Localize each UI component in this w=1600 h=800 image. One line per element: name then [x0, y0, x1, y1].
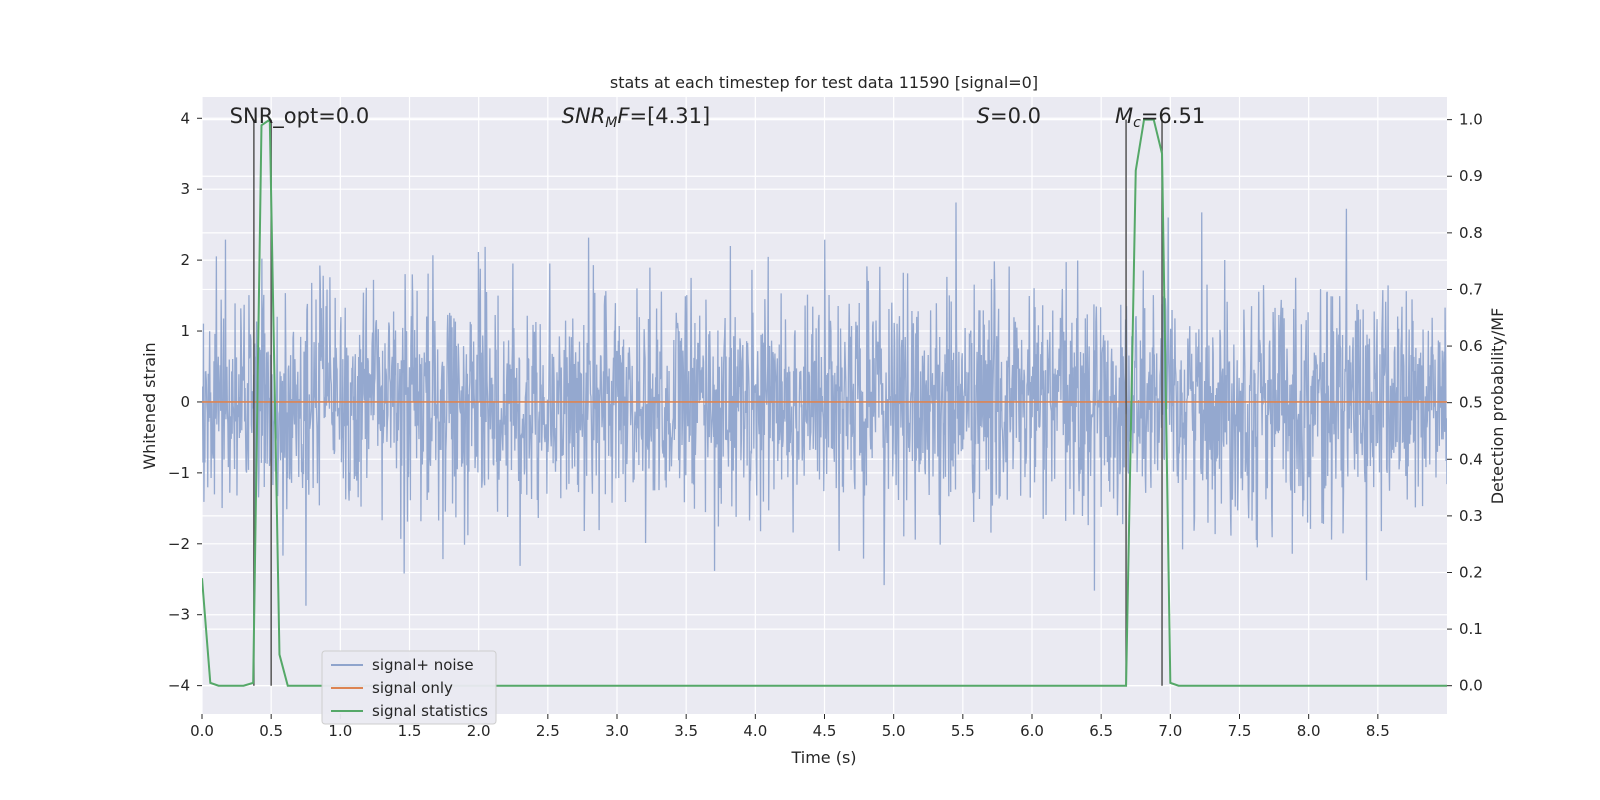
annotations: SNR_opt=0.0 SNRMF=[4.31] S=0.0 Mc=6.51 [230, 104, 1206, 131]
annotation-2: S=0.0 [977, 104, 1041, 128]
x-tick-label-15: 7.5 [1228, 722, 1252, 740]
legend-frame [321, 650, 497, 725]
y-right-tick-label-6: 0.4 [1459, 450, 1483, 468]
y-right-tick-label-10: 0.0 [1459, 677, 1483, 695]
y-left-tick-label-5: −1 [168, 464, 190, 482]
y-right-tick-label-8: 0.2 [1459, 563, 1483, 581]
x-tick-label-8: 4.0 [743, 722, 767, 740]
x-tick-label-4: 2.0 [467, 722, 491, 740]
series-signal-statistics [202, 117, 1447, 687]
x-tick-label-17: 8.5 [1366, 722, 1390, 740]
x-axis: 0.0 0.5 1.0 1.5 2.0 2.5 3.0 3.5 4.0 4.5 5.0 5.5 6.0 6… [190, 714, 1390, 740]
x-tick-label-16: 8.0 [1297, 722, 1321, 740]
annotation-3: Mc=6.51 [1115, 104, 1205, 131]
y-axis-left-label: Whitened strain [140, 342, 159, 469]
y-right-tick-label-0: 1.0 [1459, 111, 1483, 129]
line-signal-noise [202, 202, 1447, 606]
legend-label-0: signal+ noise [372, 656, 474, 674]
legend-label-2: signal statistics [372, 702, 488, 720]
x-tick-label-9: 4.5 [813, 722, 837, 740]
x-tick-label-5: 2.5 [536, 722, 560, 740]
x-axis-label: Time (s) [790, 748, 856, 767]
x-tick-label-10: 5.0 [882, 722, 906, 740]
x-tick-label-0: 0.0 [190, 722, 214, 740]
y-right-tick-label-9: 0.1 [1459, 620, 1483, 638]
x-tick-label-2: 1.0 [328, 722, 352, 740]
x-tick-label-14: 7.0 [1158, 722, 1182, 740]
y-right-tick-label-3: 0.7 [1459, 280, 1483, 298]
y-left-tick-label-8: −4 [168, 677, 190, 695]
y-axis-left: 4 3 2 1 0 −1 −2 −3 −4 [168, 109, 202, 695]
y-left-tick-label-0: 4 [180, 109, 190, 127]
chart-title: stats at each timestep for test data 115… [610, 73, 1038, 92]
annotation-0: SNR_opt=0.0 [230, 104, 370, 129]
x-tick-label-13: 6.5 [1089, 722, 1113, 740]
y-right-tick-label-4: 0.6 [1459, 337, 1483, 355]
x-tick-label-3: 1.5 [398, 722, 422, 740]
y-right-tick-label-5: 0.5 [1459, 394, 1483, 412]
y-left-tick-label-7: −3 [168, 606, 190, 624]
y-axis-right-label: Detection probability/MF [1488, 308, 1507, 505]
y-right-tick-label-2: 0.8 [1459, 224, 1483, 242]
legend: signal+ noise signal only signal statistic… [321, 650, 497, 725]
y-left-tick-label-2: 2 [180, 251, 190, 269]
y-right-tick-label-7: 0.3 [1459, 507, 1483, 525]
x-tick-label-1: 0.5 [259, 722, 283, 740]
x-tick-label-7: 3.5 [674, 722, 698, 740]
line-signal-statistics [202, 117, 1447, 687]
legend-label-1: signal only [372, 679, 453, 697]
x-tick-label-12: 6.0 [1020, 722, 1044, 740]
series-signal-noise [202, 202, 1447, 606]
annotation-1: SNRMF=[4.31] [562, 104, 711, 131]
x-tick-label-11: 5.5 [951, 722, 975, 740]
vertical-markers [253, 119, 1163, 686]
y-axis-right: 1.0 0.9 0.8 0.7 0.6 0.5 0.4 0.3 0.2 0.1 0.0 [1447, 111, 1483, 695]
y-left-tick-label-4: 0 [180, 393, 190, 411]
y-left-tick-label-3: 1 [180, 322, 190, 340]
y-left-tick-label-6: −2 [168, 535, 190, 553]
x-tick-label-6: 3.0 [605, 722, 629, 740]
y-left-tick-label-1: 3 [180, 180, 190, 198]
y-right-tick-label-1: 0.9 [1459, 167, 1483, 185]
